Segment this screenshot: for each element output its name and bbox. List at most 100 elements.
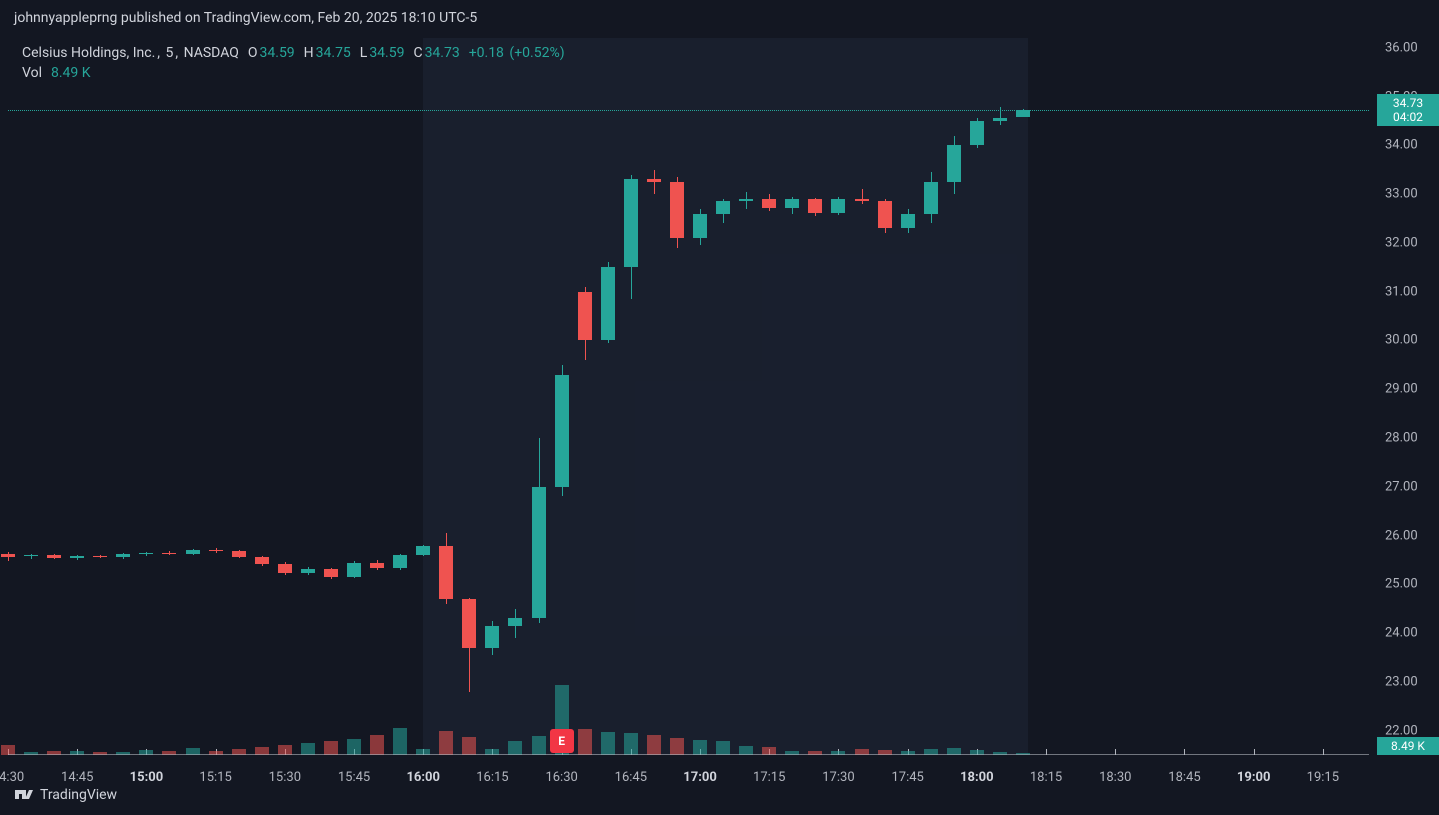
publish-timestamp: Feb 20, 2025 18:10 UTC-5 — [318, 10, 478, 26]
candle-wick — [862, 189, 863, 204]
candle-body — [693, 214, 707, 238]
candle-body — [232, 551, 246, 557]
candle-body — [670, 182, 684, 238]
candle-wick — [654, 170, 655, 194]
candle-body — [370, 563, 384, 568]
candle-body — [462, 599, 476, 648]
volume-bar — [693, 740, 707, 755]
candle-body — [255, 557, 269, 564]
candle-body — [24, 555, 38, 556]
legend-high: 34.75 — [316, 45, 351, 61]
candle-body — [532, 487, 546, 619]
y-tick: 30.00 — [1377, 333, 1439, 348]
volume-bar — [716, 741, 730, 755]
candle-body — [1, 554, 15, 557]
volume-bar — [439, 731, 453, 755]
x-tick: 17:30 — [822, 770, 854, 785]
candle-body — [901, 214, 915, 229]
x-tick: 17:15 — [753, 770, 785, 785]
candle-body — [993, 118, 1007, 120]
x-tick: 14:45 — [61, 770, 93, 785]
candle-body — [209, 550, 223, 551]
volume-marker: 8.49 K — [1377, 737, 1439, 755]
candle-body — [116, 554, 130, 557]
candle-body — [739, 199, 753, 201]
candle-body — [139, 553, 153, 554]
y-tick: 25.00 — [1377, 577, 1439, 592]
price-axis[interactable]: 22.0023.0024.0025.0026.0027.0028.0029.00… — [1369, 38, 1439, 755]
chart-pane[interactable]: E — [8, 38, 1369, 755]
x-tick: 18:30 — [1099, 770, 1131, 785]
x-tick: 19:00 — [1237, 770, 1271, 785]
candle-body — [508, 618, 522, 625]
candle-body — [347, 563, 361, 578]
candle-body — [831, 199, 845, 213]
volume-bar — [462, 737, 476, 755]
x-tick: 15:15 — [199, 770, 231, 785]
legend-o-label: O — [248, 45, 258, 61]
y-tick: 32.00 — [1377, 235, 1439, 250]
y-tick: 31.00 — [1377, 284, 1439, 299]
volume-bar — [324, 741, 338, 755]
candle-body — [439, 546, 453, 599]
y-tick: 36.00 — [1377, 40, 1439, 55]
candle-wick — [1000, 107, 1001, 125]
y-tick: 24.00 — [1377, 626, 1439, 641]
time-axis[interactable]: 14:3014:4515:0015:1515:3015:4516:0016:15… — [8, 755, 1369, 785]
volume-bar — [601, 732, 615, 756]
candle-body — [555, 375, 569, 487]
candle-body — [47, 555, 61, 558]
y-tick: 23.00 — [1377, 674, 1439, 689]
y-tick: 28.00 — [1377, 430, 1439, 445]
candle-body — [808, 199, 822, 213]
legend-change-pct: (+0.52%) — [509, 45, 564, 61]
candle-body — [924, 182, 938, 214]
candle-body — [601, 267, 615, 340]
x-tick: 19:15 — [1307, 770, 1339, 785]
y-tick: 27.00 — [1377, 479, 1439, 494]
x-tick: 15:00 — [130, 770, 164, 785]
candle-body — [716, 201, 730, 213]
earnings-event-icon[interactable]: E — [550, 729, 574, 753]
candle-body — [785, 199, 799, 208]
legend-c-label: C — [413, 45, 422, 61]
x-tick: 16:15 — [476, 770, 508, 785]
y-tick: 29.00 — [1377, 382, 1439, 397]
legend-vol-label: Vol — [22, 65, 42, 81]
candle-body — [578, 292, 592, 341]
x-tick: 18:15 — [1030, 770, 1062, 785]
candle-body — [162, 553, 176, 554]
x-tick: 16:00 — [406, 770, 440, 785]
price-marker-countdown: 04:02 — [1383, 110, 1433, 124]
brand-text: TradingView — [40, 787, 117, 803]
legend-h-label: H — [304, 45, 314, 61]
x-tick: 17:45 — [891, 770, 923, 785]
volume-bar — [647, 735, 661, 756]
candle-body — [762, 199, 776, 208]
candle-body — [324, 569, 338, 578]
x-tick: 18:45 — [1168, 770, 1200, 785]
candle-body — [278, 564, 292, 573]
candle-body — [393, 555, 407, 568]
volume-bar — [347, 739, 361, 755]
candle-body — [855, 199, 869, 201]
legend-l-label: L — [360, 45, 368, 61]
brand-footer: TradingView — [14, 787, 117, 803]
y-tick: 26.00 — [1377, 528, 1439, 543]
price-marker-price: 34.73 — [1383, 96, 1433, 110]
candle-body — [878, 201, 892, 228]
legend-symbol: Celsius Holdings, Inc. — [22, 45, 155, 61]
candle-body — [70, 556, 84, 557]
legend-low: 34.59 — [369, 45, 404, 61]
candle-body — [947, 145, 961, 182]
x-tick: 15:30 — [269, 770, 301, 785]
x-tick: 17:00 — [683, 770, 717, 785]
x-tick: 16:30 — [545, 770, 577, 785]
volume-bar — [508, 741, 522, 755]
chart-legend: Celsius Holdings, Inc., 5, NASDAQ O34.59… — [22, 45, 567, 81]
volume-bar — [393, 728, 407, 756]
legend-open: 34.59 — [260, 45, 295, 61]
y-tick: 33.00 — [1377, 187, 1439, 202]
x-tick: 18:00 — [960, 770, 994, 785]
volume-bar — [532, 736, 546, 755]
